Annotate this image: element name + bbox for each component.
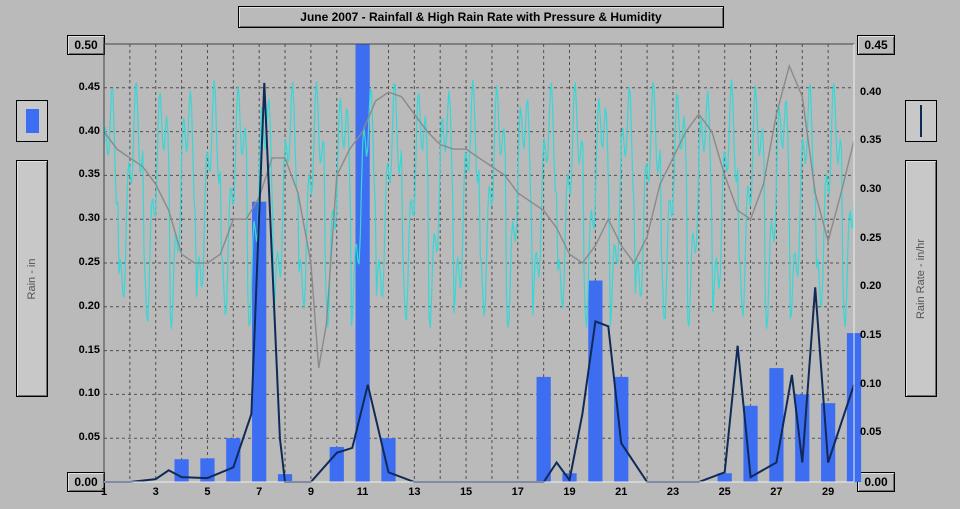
- x-tick: 1: [101, 486, 107, 498]
- left-y-tick: 0.45: [79, 81, 100, 93]
- right-y-tick: 0.40: [860, 86, 881, 98]
- x-tick: 9: [308, 486, 314, 498]
- humidity-line: [104, 79, 854, 328]
- right-y-tick: 0.30: [860, 183, 881, 195]
- x-tick: 5: [204, 486, 210, 498]
- x-tick: 19: [563, 486, 575, 498]
- grid-lines: [104, 44, 854, 482]
- left-y-tick: 0.30: [79, 212, 100, 224]
- x-tick: 21: [615, 486, 627, 498]
- x-tick: 17: [512, 486, 524, 498]
- x-tick: 15: [460, 486, 472, 498]
- x-tick: 11: [357, 486, 369, 498]
- right-y-tick: 0.10: [860, 378, 881, 390]
- x-tick: 23: [667, 486, 679, 498]
- x-tick: 27: [770, 486, 782, 498]
- right-y-tick: 0.15: [860, 329, 881, 341]
- pressure-line: [104, 66, 854, 368]
- x-tick: 3: [153, 486, 159, 498]
- left-y-tick: 0.15: [79, 344, 100, 356]
- right-y-tick: 0.20: [860, 280, 881, 292]
- left-y-tick: 0.05: [79, 431, 100, 443]
- left-y-tick: 0.20: [79, 300, 100, 312]
- x-tick: 29: [822, 486, 834, 498]
- right-y-tick: 0.25: [860, 232, 881, 244]
- left-y-tick: 0.35: [79, 168, 100, 180]
- left-y-tick: 0.40: [79, 125, 100, 137]
- left-y-tick: 0.25: [79, 256, 100, 268]
- plot-svg: [0, 0, 960, 509]
- right-y-tick: 0.35: [860, 134, 881, 146]
- x-tick: 7: [256, 486, 262, 498]
- left-y-tick: 0.10: [79, 387, 100, 399]
- right-y-tick: 0.05: [860, 426, 881, 438]
- chart-container: { "title": "June 2007 - Rainfall & High …: [0, 0, 960, 509]
- x-tick: 13: [408, 486, 420, 498]
- x-tick: 25: [719, 486, 731, 498]
